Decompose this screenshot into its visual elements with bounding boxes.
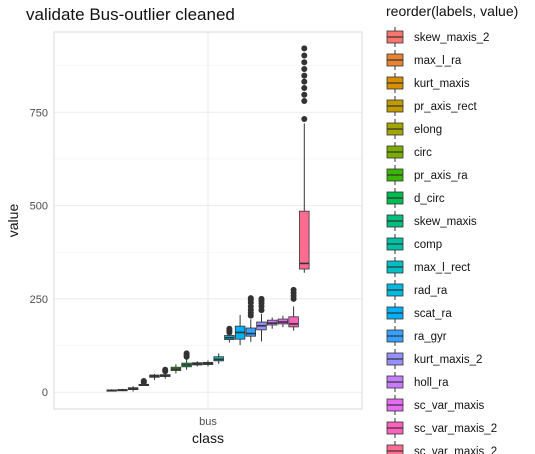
y-tick-label: 250: [30, 294, 48, 306]
legend-item: holl_ra: [386, 372, 449, 392]
box-iqr: [245, 327, 257, 337]
box-max_l_rect: [213, 353, 224, 364]
legend-item: elong: [386, 119, 442, 139]
legend-item: kurt_maxis_2: [386, 349, 482, 369]
outlier-point: [301, 59, 308, 66]
legend-label: kurt_maxis_2: [414, 354, 482, 366]
box-ra_gyr: [245, 295, 257, 342]
y-tick-label: 500: [30, 201, 48, 213]
legend-key-box: [386, 444, 404, 454]
legend-item: pr_axis_rect: [386, 96, 477, 116]
grid-lines: [54, 32, 362, 409]
box-holl_ra: [266, 317, 278, 329]
legend-item: skew_maxis_2: [386, 27, 489, 47]
legend-item: skew_maxis: [386, 211, 477, 231]
y-tick-label: 750: [30, 107, 48, 119]
legend-item: d_circ: [386, 188, 445, 208]
box-rad_ra: [224, 325, 235, 343]
legend-item: max_l_rect: [386, 257, 471, 277]
box-kurt_maxis: [127, 386, 139, 392]
box-circ: [159, 366, 171, 379]
outlier-point: [301, 78, 308, 85]
legend-label: rad_ra: [414, 285, 448, 297]
box-scat_ra: [234, 314, 246, 346]
outlier-point: [226, 325, 233, 332]
legend-label: max_l_ra: [414, 55, 462, 67]
legend-label: holl_ra: [414, 377, 449, 389]
legend-item: max_l_ra: [386, 50, 462, 70]
legend-label: sc_var_maxis_2: [414, 446, 497, 454]
legend-label: pr_axis_ra: [414, 170, 468, 182]
legend-label: circ: [414, 147, 432, 159]
legend-label: elong: [414, 124, 442, 136]
outlier-point: [183, 350, 190, 357]
boxes: [106, 45, 310, 392]
legend-title: reorder(labels, value): [386, 3, 518, 19]
outlier-point: [301, 98, 308, 105]
box-sc_var_maxis_2: [288, 286, 299, 331]
legend-item: sc_var_maxis_2: [386, 441, 497, 454]
legend-item: circ: [386, 142, 432, 162]
legend-label: comp: [414, 239, 442, 251]
legend-label: kurt_maxis: [414, 78, 470, 90]
outlier-point: [301, 45, 308, 52]
outlier-point: [301, 65, 308, 72]
box-elong: [149, 373, 160, 380]
legend-label: ra_gyr: [414, 331, 447, 343]
box-kurt_maxis_2: [256, 295, 267, 342]
outlier-point: [301, 115, 308, 122]
legend-item: kurt_maxis: [386, 73, 470, 93]
box-d_circ: [181, 350, 192, 370]
legend-item: ra_gyr: [386, 326, 447, 346]
box-iqr: [299, 210, 310, 270]
legend-label: d_circ: [414, 193, 445, 205]
box-pr_axis_rect: [138, 378, 150, 386]
legend-item: sc_var_maxis_2: [386, 418, 497, 438]
plot-panel-border: [53, 31, 363, 410]
legend-item: rad_ra: [386, 280, 448, 300]
legend-label: skew_maxis: [414, 216, 477, 228]
legend-label: pr_axis_rect: [414, 101, 477, 113]
legend-item: comp: [386, 234, 442, 254]
box-sc_var_maxis: [277, 315, 289, 328]
legend: skew_maxis_2 max_l_ra kurt_maxis pr_axis_re…: [386, 27, 497, 454]
outlier-point: [290, 286, 297, 293]
box-iqr: [288, 316, 299, 328]
y-tick-label: 0: [42, 387, 48, 399]
y-tick-labels: 0 250 500 750: [30, 107, 48, 399]
x-tick-labels: bus: [199, 416, 217, 428]
outlier-point: [258, 295, 265, 302]
box-pr_axis_ra: [170, 364, 182, 374]
outlier-point: [301, 91, 308, 98]
legend-label: sc_var_maxis_2: [414, 423, 497, 435]
legend-label: max_l_rect: [414, 262, 471, 274]
box-sc_var_maxis_2: [299, 45, 310, 273]
outlier-point: [301, 84, 308, 91]
x-axis-title: class: [192, 430, 224, 446]
legend-label: scat_ra: [414, 308, 452, 320]
outlier-point: [247, 295, 254, 302]
box-skew_maxis: [192, 361, 203, 367]
legend-label: sc_var_maxis: [414, 400, 485, 412]
chart-title: validate Bus-outlier cleaned: [26, 5, 235, 24]
legend-item: pr_axis_ra: [386, 165, 468, 185]
box-comp: [202, 360, 214, 367]
outlier-point: [301, 52, 308, 59]
y-axis-title: value: [5, 204, 21, 238]
legend-label: skew_maxis_2: [414, 32, 489, 44]
legend-item: sc_var_maxis: [386, 395, 485, 415]
outlier-point: [140, 378, 147, 385]
box-skew_maxis_2: [106, 389, 117, 392]
x-tick-label: bus: [199, 416, 217, 428]
legend-item: scat_ra: [386, 303, 452, 323]
outlier-point: [162, 366, 169, 373]
outlier-point: [301, 72, 308, 79]
box-max_l_ra: [117, 388, 128, 392]
